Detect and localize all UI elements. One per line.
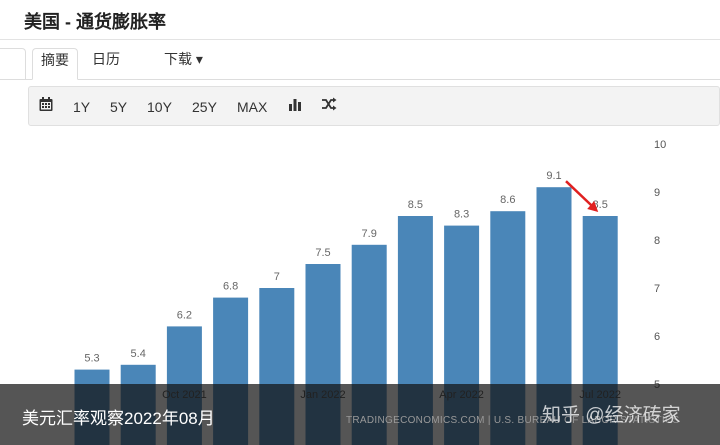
tab-summary[interactable]: 摘要 <box>32 48 78 80</box>
data-label: 8.6 <box>500 194 515 206</box>
title-bar: 美国 - 通货膨胀率 <box>0 0 720 40</box>
shuffle-icon[interactable] <box>321 97 337 117</box>
data-label: 6.8 <box>223 281 238 293</box>
tab-bar: 摘要 日历 下载 ▾ <box>0 40 720 80</box>
data-label: 5.4 <box>131 348 146 360</box>
range-10y-button[interactable]: 10Y <box>147 99 172 115</box>
y-tick-label: 8 <box>654 235 660 247</box>
range-max-button[interactable]: MAX <box>237 99 268 115</box>
y-tick-label: 9 <box>654 187 660 199</box>
tab-calendar[interactable]: 日历 <box>92 51 120 67</box>
bar-chart-icon[interactable] <box>288 97 302 117</box>
y-tick-label: 7 <box>654 283 660 295</box>
data-label: 5.3 <box>84 353 99 365</box>
watermark-text: 知乎 @经济砖家 <box>542 405 681 426</box>
data-label: 9.1 <box>546 170 561 182</box>
calendar-icon[interactable] <box>39 97 53 118</box>
annotation-arrow-head <box>587 201 599 212</box>
source-credit: TRADINGECONOMICS.COM | U.S. BUREAU OF LA… <box>346 415 680 426</box>
data-label: 7.5 <box>315 247 330 259</box>
range-25y-button[interactable]: 25Y <box>192 99 217 115</box>
range-1y-button[interactable]: 1Y <box>73 99 91 115</box>
page-title: 美国 - 通货膨胀率 <box>24 12 166 32</box>
data-label: 8.3 <box>454 209 469 221</box>
data-label: 8.5 <box>408 199 423 211</box>
annotation-arrow-line <box>565 180 596 209</box>
data-label: 6.2 <box>177 309 192 321</box>
y-tick-label: 10 <box>654 139 666 151</box>
data-label: 7.9 <box>362 228 377 240</box>
caption-text: 美元汇率观察2022年08月 <box>22 409 215 428</box>
tab-edge <box>0 48 26 80</box>
tab-download[interactable]: 下载 ▾ <box>164 51 203 67</box>
caption-banner: 美元汇率观察2022年08月 <box>0 384 720 445</box>
data-label: 7 <box>274 271 280 283</box>
chart-toolbar: 1Y 5Y 10Y 25Y MAX <box>28 86 720 126</box>
range-5y-button[interactable]: 5Y <box>110 99 128 115</box>
y-tick-label: 6 <box>654 331 660 343</box>
